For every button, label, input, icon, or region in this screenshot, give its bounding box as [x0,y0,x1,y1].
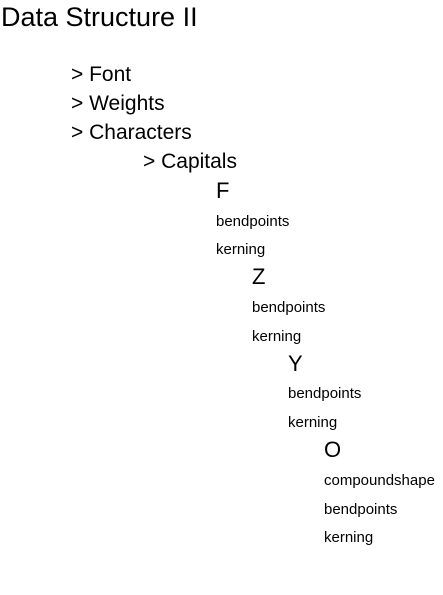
tree-leaf-z-kerning: kerning [252,328,302,345]
tree-leaf-y-bendpoints: bendpoints [288,385,362,402]
tree-node-o: O [324,437,342,462]
tree-leaf-z-bendpoints: bendpoints [252,299,326,316]
tree-node-capitals[interactable]: > Capitals [143,150,237,173]
tree-leaf-y-kerning: kerning [288,414,338,431]
tree-leaf-o-compoundshape: compoundshape [324,472,435,489]
tree-node-weights[interactable]: > Weights [71,92,165,115]
tree-leaf-o-bendpoints: bendpoints [324,501,398,518]
tree-node-font[interactable]: > Font [71,63,132,86]
tree-leaf-f-bendpoints: bendpoints [216,213,290,230]
tree-node-characters[interactable]: > Characters [71,121,192,144]
tree-leaf-f-kerning: kerning [216,241,266,258]
tree-node-f: F [216,178,230,203]
tree-node-y: Y [288,351,303,376]
tree-node-z: Z [252,264,266,289]
tree-leaf-o-kerning: kerning [324,529,374,546]
page-title: Data Structure II [1,2,198,32]
